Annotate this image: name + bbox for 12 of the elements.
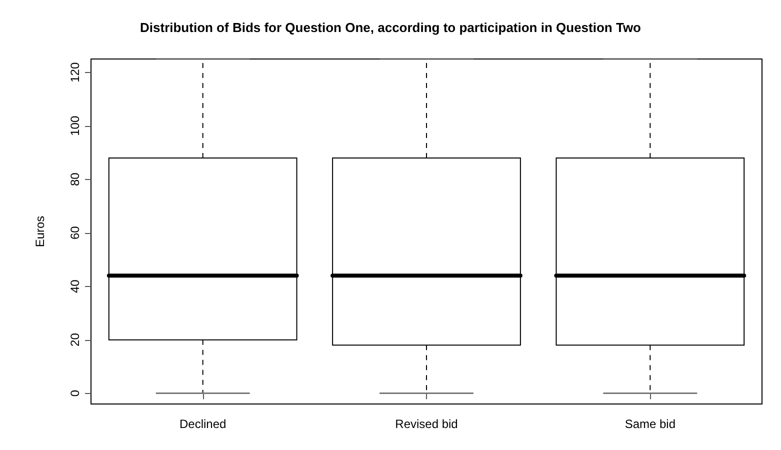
y-tick-label: 80 [68, 172, 82, 186]
y-tick-label: 120 [68, 62, 82, 82]
x-tick-label: Revised bid [395, 417, 458, 431]
x-tick-label: Declined [179, 417, 226, 431]
chart-title: Distribution of Bids for Question One, according to participation in Question Two [140, 20, 642, 35]
y-tick-label: 40 [68, 279, 82, 294]
y-tick-label: 0 [68, 390, 82, 397]
y-tick-label: 20 [68, 332, 82, 346]
y-tick-label: 100 [68, 116, 82, 136]
x-tick-label: Same bid [624, 417, 676, 431]
y-axis-title: Euros [33, 216, 47, 248]
y-tick-label: 60 [68, 226, 82, 240]
